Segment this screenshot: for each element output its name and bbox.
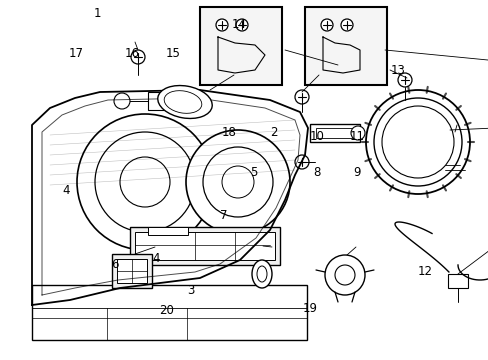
Circle shape <box>350 126 364 140</box>
Text: 4: 4 <box>152 252 160 265</box>
Text: 2: 2 <box>269 126 277 139</box>
Bar <box>148 227 187 235</box>
Circle shape <box>294 155 308 169</box>
Circle shape <box>334 265 354 285</box>
Bar <box>447 274 467 288</box>
Text: 12: 12 <box>417 265 432 278</box>
Ellipse shape <box>164 91 202 113</box>
Text: 14: 14 <box>232 18 246 31</box>
Text: 15: 15 <box>166 47 181 60</box>
Circle shape <box>294 90 308 104</box>
Circle shape <box>222 166 253 198</box>
Circle shape <box>370 129 378 137</box>
Bar <box>305 7 386 85</box>
Text: 6: 6 <box>111 258 119 271</box>
Text: 5: 5 <box>250 166 258 179</box>
Text: 4: 4 <box>62 184 70 197</box>
Bar <box>117 259 147 283</box>
Ellipse shape <box>251 260 271 288</box>
Circle shape <box>340 19 352 31</box>
Circle shape <box>380 129 388 137</box>
Circle shape <box>375 129 383 137</box>
Circle shape <box>77 114 213 250</box>
Text: 17: 17 <box>68 47 83 60</box>
Bar <box>135 232 274 260</box>
Circle shape <box>95 132 195 232</box>
Text: 8: 8 <box>312 166 320 179</box>
Circle shape <box>216 19 227 31</box>
Circle shape <box>203 147 272 217</box>
Circle shape <box>365 90 469 194</box>
Text: 10: 10 <box>309 130 324 143</box>
Bar <box>130 227 280 265</box>
Text: 9: 9 <box>352 166 360 179</box>
Circle shape <box>381 106 453 178</box>
Circle shape <box>114 93 130 109</box>
Bar <box>315 128 353 138</box>
Circle shape <box>185 130 289 234</box>
Ellipse shape <box>257 266 266 282</box>
Text: 7: 7 <box>220 209 227 222</box>
Text: 1: 1 <box>94 7 102 20</box>
Circle shape <box>236 19 247 31</box>
Bar <box>112 254 152 288</box>
Bar <box>200 7 282 85</box>
Circle shape <box>325 255 364 295</box>
Circle shape <box>385 129 393 137</box>
Circle shape <box>320 19 332 31</box>
Circle shape <box>120 157 170 207</box>
Text: 3: 3 <box>186 284 194 297</box>
Bar <box>148 92 168 110</box>
Text: 18: 18 <box>221 126 236 139</box>
Text: 13: 13 <box>390 64 405 77</box>
Text: 11: 11 <box>349 130 364 143</box>
Text: 16: 16 <box>124 47 139 60</box>
Circle shape <box>131 50 145 64</box>
Ellipse shape <box>158 86 212 118</box>
Circle shape <box>373 98 461 186</box>
Circle shape <box>397 73 411 87</box>
Bar <box>309 124 359 142</box>
Text: 20: 20 <box>159 304 173 317</box>
Bar <box>32 285 306 340</box>
Text: 19: 19 <box>303 302 317 315</box>
